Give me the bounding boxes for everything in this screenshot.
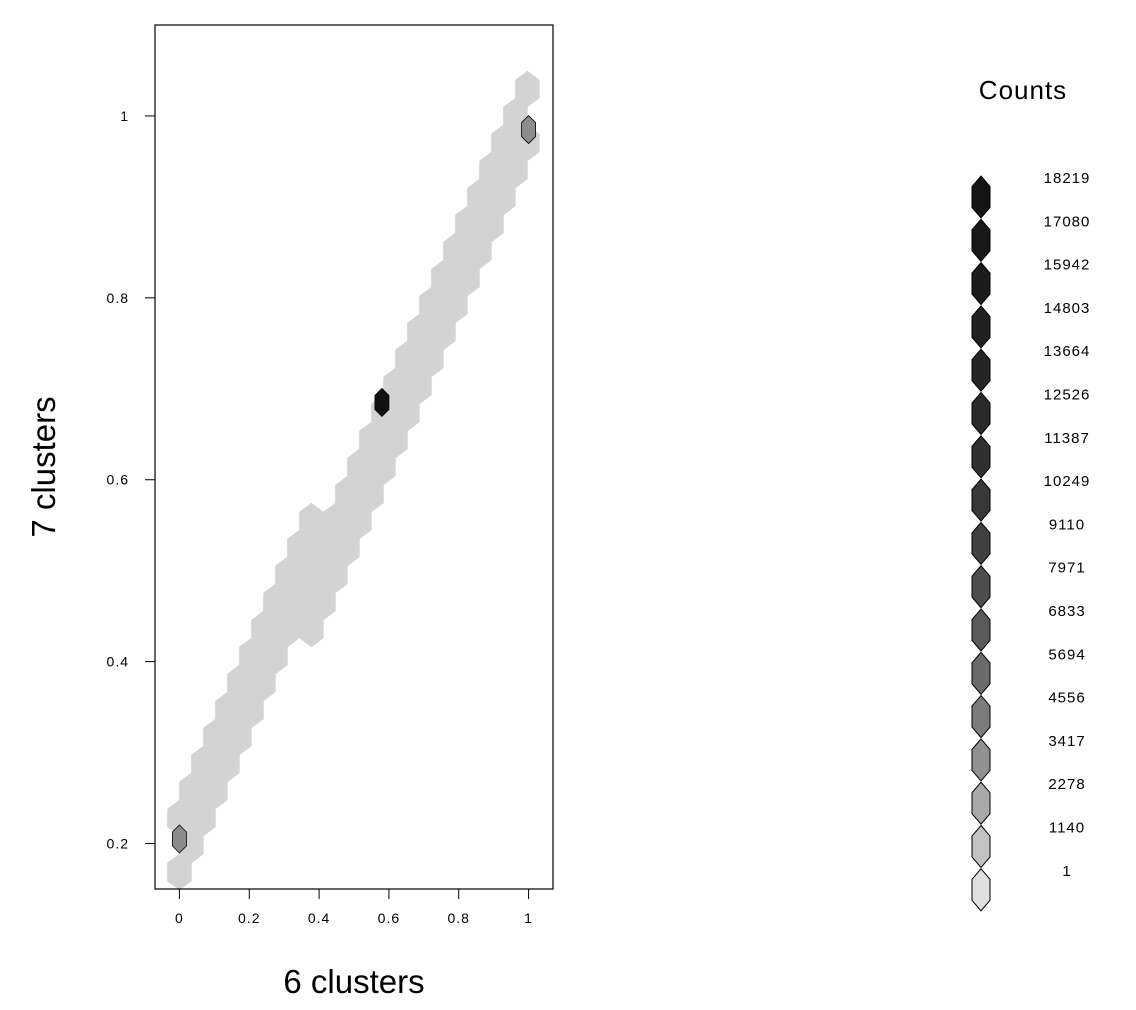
legend-label: 11387 xyxy=(1044,430,1090,447)
legend-label: 15942 xyxy=(1044,257,1091,274)
x-tick-label: 0.2 xyxy=(238,910,260,926)
legend-swatch xyxy=(971,781,991,825)
x-tick-label: 1 xyxy=(524,910,533,926)
legend: 18219 17080 15942 14803 13664 12526 11387 10249… xyxy=(971,170,1091,912)
legend-label: 17080 xyxy=(1044,213,1091,230)
legend-label: 3417 xyxy=(1048,733,1085,750)
legend-swatch xyxy=(971,608,991,652)
highlight-cells xyxy=(172,115,536,854)
legend-label: 5694 xyxy=(1048,646,1085,663)
legend-label: 6833 xyxy=(1048,603,1085,620)
y-axis-label: 7 clusters xyxy=(25,396,62,537)
x-tick-label: 0.6 xyxy=(378,910,400,926)
y-tick-label: 0.2 xyxy=(107,836,129,852)
legend-swatch xyxy=(971,738,991,782)
legend-label: 14803 xyxy=(1044,300,1091,317)
y-tick-label: 0.8 xyxy=(107,290,129,306)
legend-label: 4556 xyxy=(1048,690,1085,707)
legend-label: 12526 xyxy=(1044,387,1091,404)
y-axis: 0.2 0.4 0.6 0.8 1 xyxy=(107,108,155,852)
legend-swatch xyxy=(971,521,991,566)
x-axis-label: 6 clusters xyxy=(283,963,424,1000)
legend-swatch xyxy=(971,694,991,739)
legend-label: 9110 xyxy=(1049,516,1085,533)
legend-swatch xyxy=(971,261,991,306)
legend-title: Counts xyxy=(979,75,1067,105)
highlight-hexagon xyxy=(172,824,187,854)
legend-label: 10249 xyxy=(1044,473,1091,490)
x-tick-label: 0.8 xyxy=(448,910,470,926)
legend-label: 1140 xyxy=(1049,820,1085,837)
legend-label: 7971 xyxy=(1048,560,1085,577)
hexbin-band xyxy=(167,70,540,891)
y-tick-label: 1 xyxy=(120,108,129,124)
y-tick-label: 0.4 xyxy=(107,654,129,670)
highlight-hexagon xyxy=(521,115,536,145)
legend-swatch xyxy=(971,651,991,696)
legend-swatch xyxy=(971,175,991,219)
legend-swatch xyxy=(971,868,991,912)
legend-label: 2278 xyxy=(1048,776,1085,793)
plot-frame xyxy=(154,24,554,890)
legend-swatch xyxy=(971,435,991,479)
legend-swatch xyxy=(971,391,991,436)
y-tick-label: 0.6 xyxy=(107,472,129,488)
legend-swatch xyxy=(971,218,991,263)
x-tick-label: 0.4 xyxy=(308,910,330,926)
legend-swatch xyxy=(971,824,991,869)
legend-swatch xyxy=(971,348,991,392)
x-axis: 0 0.2 0.4 0.6 0.8 1 xyxy=(175,889,533,926)
x-tick-label: 0 xyxy=(175,910,184,926)
legend-label: 13664 xyxy=(1044,343,1091,360)
legend-swatch xyxy=(971,478,991,522)
band-hexagon xyxy=(299,610,324,648)
highlight-hexagon xyxy=(374,387,390,417)
legend-label: 18219 xyxy=(1044,170,1091,187)
legend-swatch xyxy=(971,305,991,349)
legend-swatch xyxy=(971,564,991,609)
legend-label: 1 xyxy=(1062,863,1071,880)
